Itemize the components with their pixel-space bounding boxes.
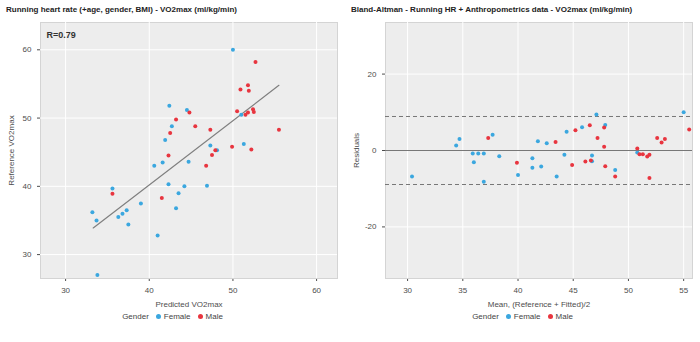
svg-text:40: 40 xyxy=(145,286,154,295)
svg-text:-20: -20 xyxy=(365,222,377,231)
svg-text:50: 50 xyxy=(624,286,633,295)
svg-text:Predicted VO2max: Predicted VO2max xyxy=(155,300,222,309)
html-text:Bland-Altman - Running HR + An: Bland-Altman - Running HR + Anthropometr… xyxy=(351,5,633,14)
svg-text:45: 45 xyxy=(569,286,578,295)
svg-text:Mean, (Reference + Fitted)/2: Mean, (Reference + Fitted)/2 xyxy=(488,300,591,309)
svg-text:0: 0 xyxy=(372,146,377,155)
svg-text:Reference VO2max: Reference VO2max xyxy=(7,115,16,185)
svg-text:50: 50 xyxy=(23,114,32,123)
html-text:Male: Male xyxy=(205,312,223,321)
svg-text:Residuals: Residuals xyxy=(352,133,361,168)
html-text:Female: Female xyxy=(513,312,541,321)
html-text:Male: Male xyxy=(555,312,573,321)
html-text:Female: Female xyxy=(163,312,191,321)
svg-text:60: 60 xyxy=(312,286,321,295)
svg-text:50: 50 xyxy=(228,286,237,295)
svg-text:30: 30 xyxy=(23,250,32,259)
svg-text:30: 30 xyxy=(61,286,70,295)
svg-text:35: 35 xyxy=(458,286,467,295)
html-text:Gender: Gender xyxy=(472,312,499,321)
svg-text:R=0.79: R=0.79 xyxy=(47,30,76,40)
svg-text:40: 40 xyxy=(23,182,32,191)
svg-text:55: 55 xyxy=(679,286,688,295)
svg-text:20: 20 xyxy=(368,70,377,79)
svg-text:40: 40 xyxy=(514,286,523,295)
svg-text:60: 60 xyxy=(23,45,32,54)
html-text:Running heart rate (+age, gend: Running heart rate (+age, gender, BMI) -… xyxy=(6,5,237,14)
html-text:Gender: Gender xyxy=(122,312,149,321)
svg-text:30: 30 xyxy=(403,286,412,295)
